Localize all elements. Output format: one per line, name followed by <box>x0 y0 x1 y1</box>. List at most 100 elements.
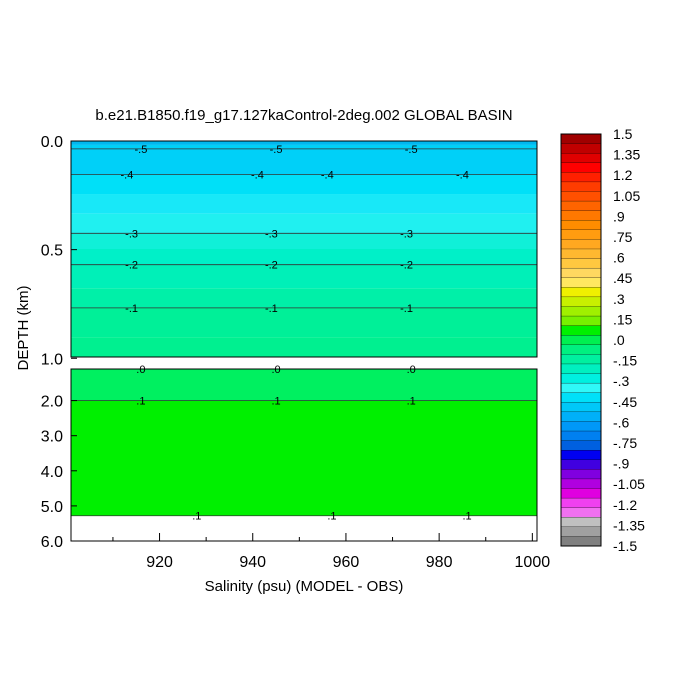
x-tick-label-3: 980 <box>426 554 453 571</box>
upper-contour-label-3-2: -.2 <box>400 260 413 272</box>
colorbar-swatch-26 <box>560 382 602 394</box>
upper-contour-label-1-3: -.4 <box>456 169 469 181</box>
colorbar-swatch-14 <box>560 267 602 279</box>
lower-contour-label-2-2: .1 <box>463 511 472 523</box>
upper-ytick-label-0: 0.0 <box>41 134 63 151</box>
upper-ytick-label-1: 0.5 <box>41 243 63 260</box>
colorbar-swatch-21 <box>560 335 602 346</box>
colorbar-swatch-10 <box>560 229 602 240</box>
colorbar-swatch-17 <box>560 296 602 307</box>
colorbar-label-11: -.15 <box>613 353 637 369</box>
x-tick-label-2: 960 <box>333 554 360 571</box>
colorbar-swatch-7 <box>560 200 602 212</box>
colorbar-label-7: .45 <box>613 270 633 286</box>
lower-ytick-label-2: 4.0 <box>41 464 63 481</box>
colorbar-swatch-1 <box>560 143 602 154</box>
upper-contour-label-2-0: -.3 <box>125 228 138 240</box>
lower-band-1 <box>71 400 537 516</box>
colorbar-swatch-25 <box>560 373 602 384</box>
upper-band-7 <box>71 264 537 289</box>
colorbar-label-8: .3 <box>613 291 625 307</box>
colorbar-label-3: 1.05 <box>613 188 640 204</box>
colorbar-swatch-5 <box>560 181 602 192</box>
colorbar-label-10: .0 <box>613 332 625 348</box>
upper-band-4 <box>71 213 537 234</box>
colorbar-swatch-0 <box>560 133 602 145</box>
lower-contour-label-2-1: .1 <box>327 511 336 523</box>
colorbar-swatch-9 <box>560 220 602 231</box>
lower-band-0 <box>71 369 537 401</box>
upper-contour-label-2-2: -.3 <box>400 228 413 240</box>
colorbar-swatch-16 <box>560 287 602 298</box>
lower-band-2 <box>71 515 537 520</box>
colorbar-swatch-36 <box>560 478 602 489</box>
upper-contour-label-0-1: -.5 <box>270 144 283 156</box>
upper-band-5 <box>71 233 537 249</box>
x-tick-label-1: 940 <box>239 554 266 571</box>
colorbar-swatch-23 <box>560 354 602 365</box>
colorbar-label-16: -.9 <box>613 456 630 472</box>
upper-band-8 <box>71 288 537 308</box>
colorbar-label-6: .6 <box>613 250 625 266</box>
lower-contour-label-2-0: .1 <box>192 511 201 523</box>
upper-contour-label-0-0: -.5 <box>134 144 147 156</box>
upper-band-6 <box>71 249 537 265</box>
x-tick-label-0: 920 <box>146 554 173 571</box>
lower-ytick-label-4: 6.0 <box>41 534 63 551</box>
upper-band-9 <box>71 307 537 338</box>
colorbar-label-2: 1.2 <box>613 167 633 183</box>
upper-contour-label-1-1: -.4 <box>251 169 264 181</box>
upper-contour-label-4-0: -.1 <box>125 303 138 315</box>
colorbar-frame <box>560 133 602 547</box>
colorbar-swatch-30 <box>560 421 602 432</box>
lower-contour-label-1-2: .1 <box>407 396 416 408</box>
lower-contour-label-0-0: .0 <box>136 364 145 376</box>
colorbar-label-1: 1.35 <box>613 147 640 163</box>
colorbar-swatch-19 <box>560 315 602 327</box>
upper-panel: -.5 -.5 -.5 -.4 -.4 -.4 -.4 -.3 -.3 -.3 -.2 -.2 -.2 -… <box>41 134 538 368</box>
lower-ytick-label-3: 5.0 <box>41 499 63 516</box>
colorbar-swatch-32 <box>560 440 602 451</box>
colorbar-swatch-41 <box>560 526 602 537</box>
lower-panel: .0 .0 .0 .1 .1 .1 .1 .1 .1 2.0 3.0 4.0 5.0 6.0 <box>41 364 538 551</box>
colorbar-swatch-39 <box>560 507 602 518</box>
colorbar-label-19: -1.35 <box>613 517 645 533</box>
upper-band-2 <box>71 174 537 195</box>
upper-contour-label-3-0: -.2 <box>125 260 138 272</box>
upper-contour-label-1-0: -.4 <box>120 169 133 181</box>
colorbar-swatch-3 <box>560 162 602 173</box>
colorbar-swatch-40 <box>560 517 602 528</box>
lower-frame <box>70 368 538 542</box>
colorbar-swatch-2 <box>560 153 602 164</box>
x-axis-label: Salinity (psu) (MODEL - OBS) <box>205 578 404 595</box>
upper-contour-label-2-1: -.3 <box>265 228 278 240</box>
colorbar-swatch-33 <box>560 450 602 461</box>
colorbar-label-5: .75 <box>613 229 633 245</box>
colorbar-swatch-22 <box>560 344 602 355</box>
upper-contour-label-0-2: -.5 <box>405 144 418 156</box>
colorbar-label-9: .15 <box>613 311 633 327</box>
lower-ytick-label-1: 3.0 <box>41 429 63 446</box>
colorbar-swatch-29 <box>560 411 602 422</box>
colorbar-label-14: -.6 <box>613 414 630 430</box>
y-axis-label: DEPTH (km) <box>15 286 32 371</box>
colorbar-swatch-24 <box>560 363 602 374</box>
colorbar-label-4: .9 <box>613 208 625 224</box>
colorbar-swatch-35 <box>560 469 602 480</box>
colorbar-swatch-8 <box>560 210 602 221</box>
x-axis: 920 940 960 980 1000 <box>112 533 550 571</box>
upper-frame <box>70 140 538 358</box>
lower-contour-label-1-1: .1 <box>271 396 280 408</box>
colorbar-swatch-18 <box>560 306 602 317</box>
colorbar-swatch-11 <box>560 239 602 250</box>
colorbar-swatch-31 <box>560 430 602 442</box>
lower-contour-label-0-1: .0 <box>271 364 280 376</box>
colorbar-label-13: -.45 <box>613 394 637 410</box>
colorbar-swatch-13 <box>560 258 602 269</box>
lower-contour-label-0-2: .0 <box>407 364 416 376</box>
colorbar-swatch-42 <box>560 536 602 547</box>
colorbar: 1.5 1.35 1.2 1.05 .9 .75 .6 .45 .3 .15 .0 -.15 -.3 -.… <box>560 126 645 554</box>
upper-contour-label-3-1: -.2 <box>265 260 278 272</box>
colorbar-swatch-6 <box>560 191 602 202</box>
